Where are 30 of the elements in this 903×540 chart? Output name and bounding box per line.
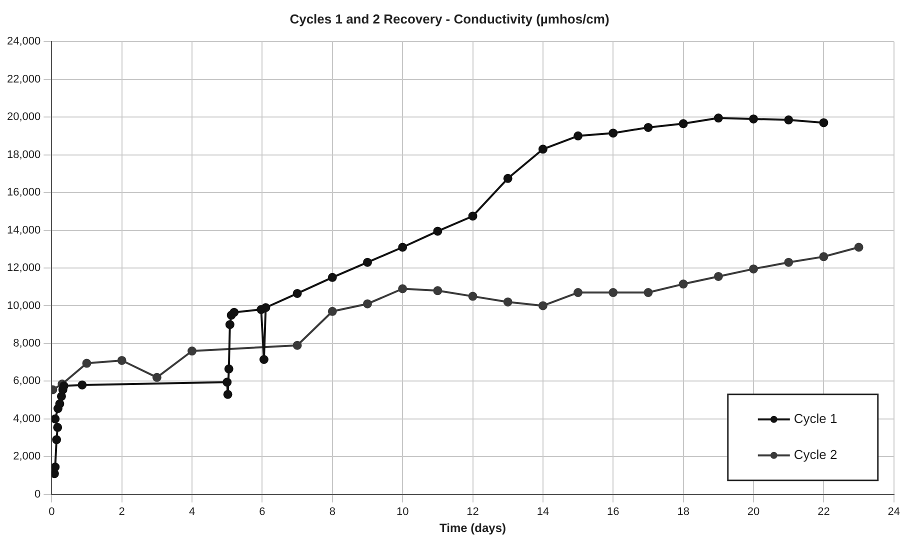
x-tick-label: 6 (259, 506, 266, 518)
chart-title: Cycles 1 and 2 Recovery - Conductivity (µmhos/cm) (290, 11, 610, 26)
x-tick-label: 18 (677, 506, 690, 518)
y-tick-label: 14,000 (6, 224, 41, 236)
y-tick-label: 18,000 (6, 148, 41, 161)
y-tick-label: 4,000 (13, 412, 41, 425)
x-tick-label: 16 (607, 506, 620, 518)
x-tick-label: 22 (818, 506, 830, 518)
x-axis-title: Time (days) (440, 521, 506, 536)
y-tick-label: 16,000 (6, 186, 41, 199)
y-tick-label: 0 (34, 488, 41, 500)
legend-label: Cycle 2 (794, 446, 838, 462)
x-tick-label: 10 (396, 506, 409, 518)
legend-label: Cycle 1 (794, 410, 838, 426)
y-tick-label: 12,000 (6, 262, 41, 274)
x-tick-label: 24 (888, 506, 900, 518)
y-tick-label: 22,000 (6, 73, 41, 86)
y-tick-label: 8,000 (13, 338, 41, 350)
x-tick-label: 8 (329, 506, 336, 518)
y-tick-label: 20,000 (6, 111, 41, 124)
x-tick-label: 14 (536, 506, 550, 518)
x-tick-label: 4 (188, 506, 196, 518)
y-tick-label: 24,000 (6, 36, 41, 48)
y-tick-label: 10,000 (6, 300, 41, 312)
y-tick-label: 6,000 (13, 375, 41, 388)
x-tick-label: 12 (466, 506, 479, 518)
y-tick-label: 2,000 (13, 450, 41, 463)
x-tick-label: 2 (118, 506, 125, 518)
x-tick-label: 0 (48, 506, 55, 518)
x-tick-label: 20 (747, 506, 760, 518)
